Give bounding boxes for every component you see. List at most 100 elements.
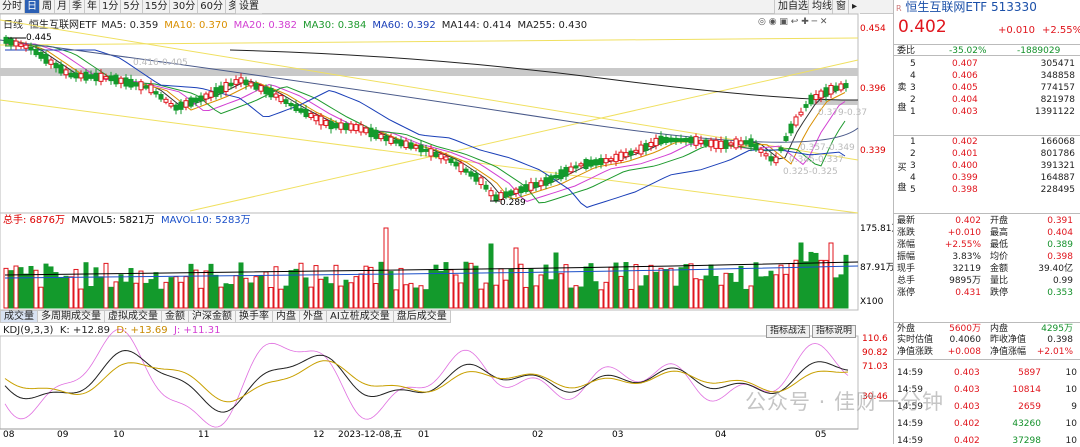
tab-period-5[interactable]: 年 (85, 0, 100, 13)
indicator-tab-9[interactable]: 盘后成交量 (393, 310, 451, 323)
bid-row[interactable]: 1 0.402 166068 (894, 136, 1080, 148)
candle (198, 95, 204, 102)
candle (803, 104, 809, 108)
stat-cell: 39.40亿 (1038, 264, 1073, 274)
candle (358, 124, 364, 133)
indicator-tab-3[interactable]: 金额 (162, 310, 189, 323)
indicator-tab-1[interactable]: 多周期成交量 (38, 310, 105, 323)
candle (713, 139, 719, 149)
volume-bar (513, 247, 519, 309)
volume-bar (273, 266, 279, 309)
candle (473, 172, 479, 182)
stat-cell: 最高 (990, 228, 1009, 238)
candlestick-chart[interactable] (0, 0, 893, 444)
ask-row[interactable]: 5 0.407 305471 (894, 58, 1080, 70)
bid-row[interactable]: 5 0.398 228495 (894, 184, 1080, 196)
volume-bar (478, 288, 484, 309)
volume-bar (323, 276, 329, 309)
indicator-tab-0[interactable]: 成交量 (0, 310, 38, 323)
ask-cell: 774157 (1040, 83, 1075, 93)
tab-period-0[interactable]: 分时 (0, 0, 25, 13)
volume-bar (483, 282, 489, 309)
volume-bar (133, 282, 139, 309)
bid-row[interactable]: 3 0.400 391321 (894, 160, 1080, 172)
tab-period-7[interactable]: 5分 (121, 0, 143, 13)
candle (328, 121, 334, 130)
volume-bar (543, 264, 549, 309)
indicator-tabs: 成交量 多周期成交量 虚拟成交量 金额 沪深金额 换手率 内盘 外盘 AI立桩成交量 盘后成交量 (0, 310, 451, 323)
volume-axis-label: 175.81万 (860, 224, 901, 234)
candle (268, 87, 274, 98)
candle (558, 169, 564, 180)
ma-line (5, 45, 846, 204)
volume-bar (63, 275, 69, 309)
ask-cell: 348858 (1040, 71, 1075, 81)
stat-cell: 9895万 (949, 276, 981, 286)
volume-bar (278, 288, 284, 309)
candle (98, 72, 104, 82)
tab-period-6[interactable]: 1分 (100, 0, 122, 13)
volume-bar (303, 277, 309, 309)
volume-bar (158, 288, 164, 309)
ask-row[interactable]: 1 0.403 1391122 (894, 106, 1080, 118)
candle (193, 97, 199, 103)
tick-row: 14:59 0.403 10814 10 (894, 384, 1080, 396)
ask-row[interactable]: 2 0.404 821978 (894, 94, 1080, 106)
tab-period-3[interactable]: 月 (55, 0, 70, 13)
ask-cell: 0.407 (952, 59, 978, 69)
tab-period-8[interactable]: 15分 (143, 0, 171, 13)
indicator-strategy-button[interactable]: 指标战法 (766, 325, 811, 338)
volume-bar (843, 254, 849, 309)
candle (683, 137, 689, 143)
indicator-tab-4[interactable]: 沪深金额 (189, 310, 236, 323)
ma-legend-item: MA144: 0.414 (441, 20, 512, 31)
volume-bar (398, 267, 404, 309)
indicator-tab-2[interactable]: 虚拟成交量 (105, 310, 162, 323)
ask-row[interactable]: 3 0.405 774157 (894, 82, 1080, 94)
change-pct: +2.55% (1042, 25, 1080, 36)
fib-label: 0.345-0.337 (789, 155, 844, 165)
volume-bar (33, 269, 39, 309)
ma-button[interactable]: 均线 (808, 0, 835, 14)
tab-period-9[interactable]: 30分 (170, 0, 199, 13)
volume-bar (408, 282, 414, 309)
last-price: 0.402 (898, 17, 947, 37)
candle (208, 91, 214, 98)
volume-bar (428, 270, 434, 309)
settings-button[interactable]: 设置 (235, 0, 262, 14)
candle (818, 90, 824, 99)
volume-bar (528, 268, 534, 309)
indicator-tab-8[interactable]: AI立桩成交量 (327, 310, 394, 323)
volume-bar (308, 286, 314, 309)
candle (598, 158, 604, 165)
tab-period-2[interactable]: 周 (40, 0, 55, 13)
volume-bar (18, 267, 24, 309)
volume-bar (498, 268, 504, 309)
indicator-help-button[interactable]: 指标说明 (812, 325, 857, 338)
indicator-tab-6[interactable]: 内盘 (273, 310, 300, 323)
volume-bar (263, 271, 269, 309)
candle (813, 94, 819, 100)
candle (518, 186, 524, 194)
ask-row[interactable]: 4 0.406 348858 (894, 70, 1080, 82)
bid-row[interactable]: 4 0.399 164887 (894, 172, 1080, 184)
tab-period-4[interactable]: 季 (70, 0, 85, 13)
stat-cell: 振幅 (897, 252, 916, 262)
candle (773, 156, 779, 164)
candle (118, 77, 124, 84)
tab-period-10[interactable]: 60分 (198, 0, 226, 13)
tab-period-1[interactable]: 日 (25, 0, 40, 13)
bid-row[interactable]: 2 0.401 801786 (894, 148, 1080, 160)
candle (663, 136, 669, 144)
quote-title: R 恒生互联网ETF 513330 (896, 0, 1037, 14)
indicator-tab-7[interactable]: 外盘 (300, 310, 327, 323)
tick-cell: 5897 (1018, 368, 1041, 378)
candle (283, 99, 289, 104)
chart-tool-icons[interactable]: ◎ ◉ ▣ ↩ ✚ ─ ✕ (758, 17, 828, 27)
price-axis-label: 0.454 (860, 24, 886, 34)
add-watchlist-button[interactable]: 加自选 (774, 0, 811, 14)
indicator-tab-5[interactable]: 换手率 (236, 310, 273, 323)
window-button[interactable]: 窗 (832, 0, 849, 14)
nav-row: 净值涨跌 +0.008 净值涨幅 +2.01% (897, 347, 1073, 357)
expand-icon[interactable]: ▸ (848, 0, 861, 14)
